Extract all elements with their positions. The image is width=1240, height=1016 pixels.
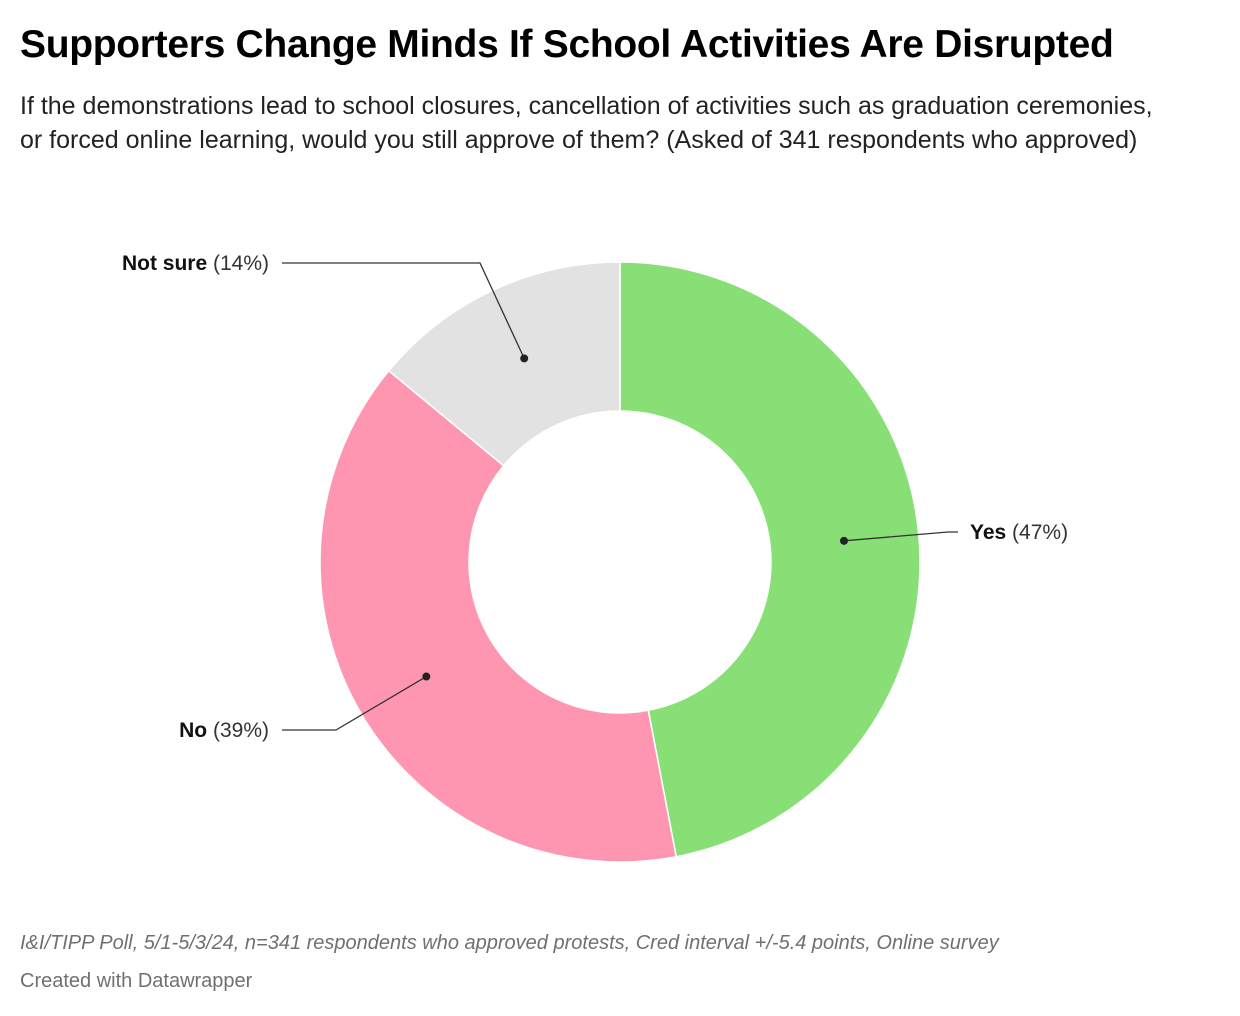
datawrapper-credit: Created with Datawrapper <box>20 970 253 992</box>
source-note: I&I/TIPP Poll, 5/1-5/3/24, n=341 respond… <box>20 932 999 954</box>
leader-dot-yes <box>840 536 849 545</box>
label-not-sure: Not sure (14%) <box>122 252 269 275</box>
slice-yes <box>619 261 921 858</box>
label-name-not-sure: Not sure <box>122 252 207 275</box>
leader-dot-no <box>422 672 431 681</box>
chart-subtitle: If the demonstrations lead to school clo… <box>20 92 1153 154</box>
label-name-yes: Yes <box>970 521 1006 544</box>
label-leaders <box>282 262 958 731</box>
label-value-not-sure: (14%) <box>207 252 269 275</box>
leader-line-yes <box>843 531 958 542</box>
slice-labels: Yes (47%) No (39%) Not sure (14%) <box>122 252 1068 742</box>
label-value-no: (39%) <box>207 719 269 742</box>
label-yes: Yes (47%) <box>970 521 1068 544</box>
label-no: No (39%) <box>179 719 269 742</box>
slice-not-sure <box>387 261 621 467</box>
leader-line-no <box>282 675 427 731</box>
label-value-yes: (47%) <box>1006 521 1068 544</box>
leader-line-not-sure <box>282 262 525 359</box>
label-name-no: No <box>179 719 207 742</box>
leader-dot-not-sure <box>520 354 529 363</box>
donut-slices <box>319 261 921 863</box>
chart-title: Supporters Change Minds If School Activi… <box>20 23 1114 66</box>
slice-no <box>319 369 678 863</box>
